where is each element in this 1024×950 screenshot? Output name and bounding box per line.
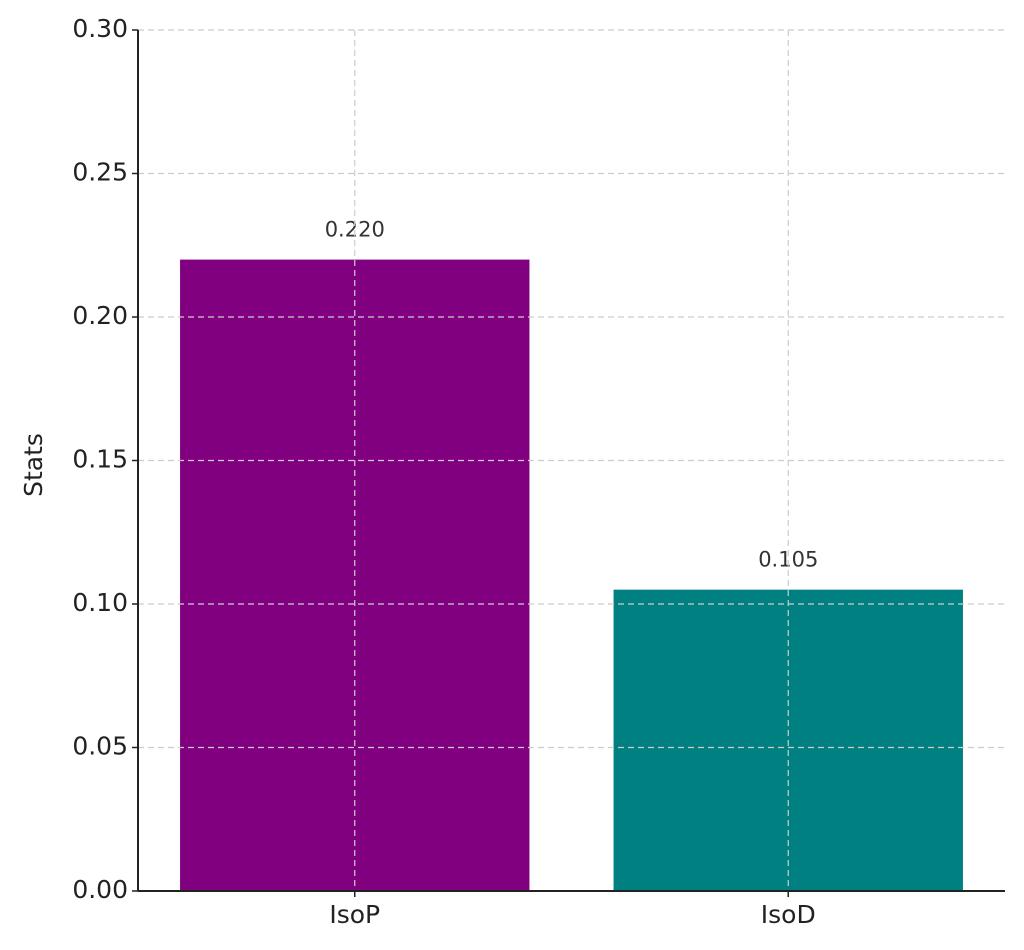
y-axis-label: Stats	[19, 433, 48, 497]
y-tick-label: 0.30	[72, 14, 128, 43]
x-tick-label: IsoD	[761, 900, 816, 929]
y-tick-label: 0.00	[72, 875, 128, 904]
y-tick-label: 0.25	[72, 158, 128, 187]
y-tick-label: 0.15	[72, 445, 128, 474]
y-tick-label: 0.20	[72, 301, 128, 330]
y-tick-label: 0.10	[72, 588, 128, 617]
y-tick-label: 0.05	[72, 732, 128, 761]
x-tick-label: IsoP	[329, 900, 380, 929]
